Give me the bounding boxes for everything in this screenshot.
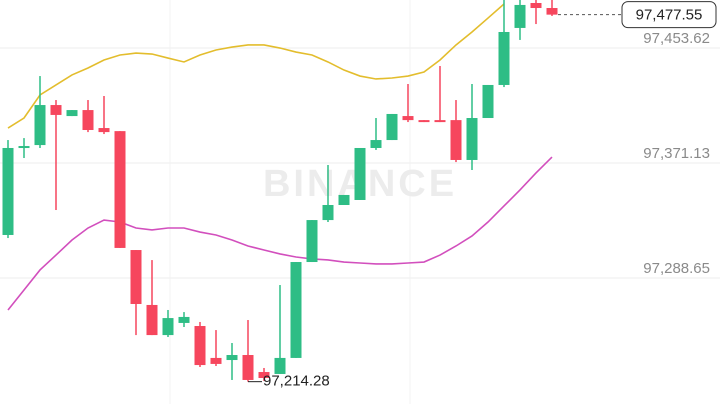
candle-body	[418, 120, 430, 123]
candle-body	[258, 372, 270, 379]
candle-body	[322, 205, 334, 221]
y-tick-label: 97,371.13	[643, 145, 710, 162]
candle-body	[370, 140, 382, 148]
candle-body	[466, 118, 478, 160]
candle-body	[114, 131, 126, 248]
candle-body	[514, 4, 526, 28]
candle-body	[338, 194, 350, 206]
candle-body	[162, 318, 174, 336]
candle-body	[146, 304, 158, 336]
candle-body	[194, 326, 206, 366]
low-marker-label: 97,214.28	[263, 373, 330, 390]
band-line	[7, 156, 553, 311]
candle-body	[226, 355, 238, 361]
candle-body	[498, 31, 510, 85]
candle-body	[274, 357, 286, 374]
candle-body	[98, 128, 110, 133]
last-price-box	[621, 1, 717, 29]
candle-body	[402, 116, 414, 121]
candle-body	[290, 262, 302, 358]
candle-body	[210, 357, 222, 364]
candle-body	[130, 250, 142, 304]
candle-body	[178, 316, 190, 323]
candle-body	[82, 110, 94, 131]
candle-body	[386, 113, 398, 141]
candle-body	[450, 120, 462, 160]
candle-body	[546, 8, 558, 15]
candle-body	[18, 146, 30, 149]
candle-body	[34, 105, 46, 146]
candle-body	[482, 84, 494, 119]
candle-body	[306, 220, 318, 263]
y-tick-label: 97,453.62	[643, 30, 710, 47]
candle-body	[50, 105, 62, 115]
candle-body	[2, 147, 14, 235]
last-price-label: 97,477.55	[636, 7, 703, 24]
candle-body	[242, 355, 254, 380]
band-line	[7, 3, 505, 129]
y-tick-label: 97,288.65	[643, 260, 710, 277]
candle-body	[530, 2, 542, 9]
candle-body	[354, 147, 366, 200]
candle-body	[66, 110, 78, 117]
candle-body	[434, 120, 446, 123]
